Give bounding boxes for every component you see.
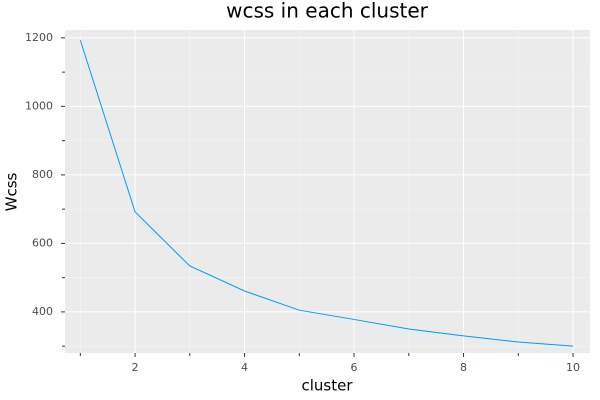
- chart-title: wcss in each cluster: [226, 0, 429, 23]
- x-axis-label: cluster: [301, 377, 353, 395]
- y-tick-label: 1200: [25, 31, 53, 44]
- x-tick-label: 4: [241, 361, 248, 374]
- plot-background: [65, 30, 590, 353]
- data-line: [79, 40, 574, 347]
- x-tick-label: 8: [460, 361, 467, 374]
- y-tick-label: 1000: [25, 99, 53, 112]
- x-tick-label: 6: [351, 361, 358, 374]
- x-tick-label: 10: [566, 361, 580, 374]
- y-tick-label: 800: [32, 168, 53, 181]
- y-axis-label: Wcss: [3, 172, 21, 211]
- y-tick-label: 400: [32, 305, 53, 318]
- y-tick-label: 600: [32, 236, 53, 249]
- x-tick-label: 2: [132, 361, 139, 374]
